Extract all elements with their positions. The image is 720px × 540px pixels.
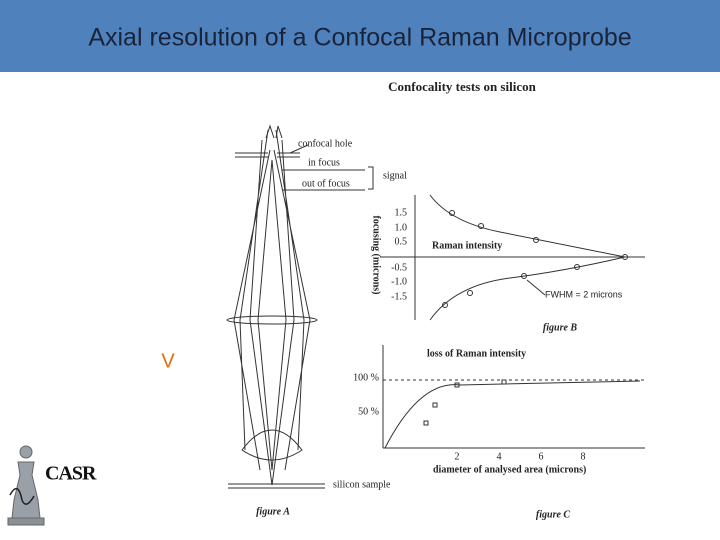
bracket <box>368 166 374 190</box>
caption: figure C <box>536 509 571 520</box>
x-tick-label: 4 <box>497 451 502 462</box>
logo: CASR <box>7 445 98 526</box>
curve <box>429 194 626 258</box>
curve <box>429 256 626 321</box>
curve <box>384 380 641 449</box>
y-tick-label: -1.0 <box>391 276 407 287</box>
curve-label: Raman intensity <box>432 240 502 251</box>
chart-title: loss of Raman intensity <box>427 348 526 359</box>
label: in focus <box>308 157 340 168</box>
label: confocal hole <box>298 138 353 149</box>
y-tick-label: 100 % <box>353 372 379 383</box>
header-band <box>0 0 720 72</box>
x-axis-label: diameter of analysed area (microns) <box>433 464 586 475</box>
points <box>423 379 507 426</box>
y-tick-label: 1.5 <box>395 207 408 218</box>
figure-b: 1.5 1.0 0.5 -0.5 -1.0 -1.5 focusing (mic… <box>371 194 645 333</box>
x-tick-label: 2 <box>455 451 460 462</box>
label: out of focus <box>302 178 350 189</box>
leader <box>289 144 309 154</box>
y-axis-label: focusing (microns) <box>371 216 382 295</box>
logo-text: CASR <box>45 463 97 485</box>
leader <box>526 279 546 296</box>
y-tick-label: 0.5 <box>395 236 408 247</box>
objective <box>241 429 303 461</box>
figure-c: loss of Raman intensity 100 % 50 % 2 4 6… <box>353 345 645 520</box>
arrows <box>265 124 283 139</box>
fwhm-label: FWHM = 2 microns <box>545 289 623 299</box>
y-tick-label: -0.5 <box>391 262 407 273</box>
slide-title: Axial resolution of a Confocal Raman Mic… <box>88 24 631 52</box>
x-tick-label: 6 <box>539 451 544 462</box>
label: silicon sample <box>333 479 391 490</box>
caption: figure A <box>256 506 290 517</box>
points <box>442 210 628 308</box>
figure-title: Confocality tests on silicon <box>388 79 536 94</box>
lens <box>226 315 318 325</box>
x-tick-label: 8 <box>581 451 586 462</box>
figure-a: confocal hole in focus out of focus sign… <box>226 124 407 517</box>
light-rays <box>233 129 311 486</box>
y-tick-label: -1.5 <box>391 291 407 302</box>
label: signal <box>383 170 407 181</box>
caption: figure B <box>543 322 578 333</box>
marker: V <box>161 350 175 372</box>
y-tick-label: 50 % <box>358 406 379 417</box>
y-tick-label: 1.0 <box>395 222 408 233</box>
